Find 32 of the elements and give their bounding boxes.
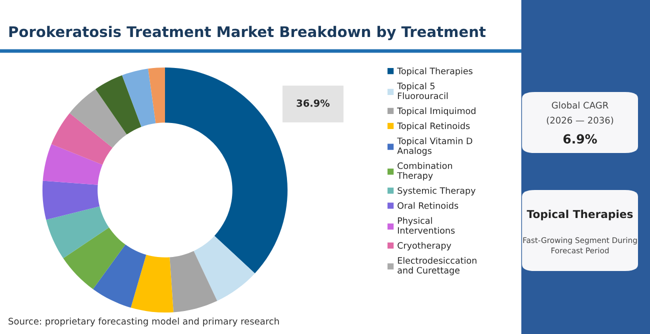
text: (2026 — 2036): [546, 116, 614, 125]
data-label: 36.9%: [296, 99, 330, 107]
donut-slice: [95, 75, 142, 134]
legend-label: Topical Imiquimod: [397, 107, 476, 116]
text: Global CAGR: [552, 102, 608, 109]
donut-slice: [122, 68, 156, 127]
donut-slice: [194, 236, 255, 301]
legend-label: Topical Vitamin D Analogs: [397, 137, 472, 156]
donut-slice: [42, 144, 102, 185]
legend-label: Oral Retinoids: [398, 202, 458, 209]
donut-slice: [42, 180, 100, 220]
legend-label: Combination Therapy: [397, 162, 452, 181]
donut-slice: [130, 254, 174, 313]
text: Topical Therapies: [526, 210, 633, 220]
legend-label: Topical Therapies: [397, 68, 472, 76]
legend-label: Systemic Therapy: [398, 187, 476, 196]
legend-label: Topical Retinoids: [397, 122, 470, 131]
donut-slice: [165, 67, 288, 274]
donut-slice: [63, 228, 126, 290]
legend-label: Cryotherapy: [398, 242, 452, 250]
donut-slice: [148, 67, 165, 124]
source-note: Source: proprietary forecasting model and primary research: [8, 318, 279, 326]
donut-slice: [51, 113, 113, 165]
donut-slice: [70, 89, 127, 148]
legend-label: Topical 5 Fluorouracil: [397, 82, 448, 100]
legend-label: Electrodesiccation and Curettage: [398, 257, 476, 276]
chart-title: Porokeratosis Treatment Market Breakdown by Treatment: [9, 26, 486, 40]
donut-slice: [170, 250, 218, 312]
legend-label: Physical Interventions: [398, 217, 455, 234]
donut-slice: [46, 206, 110, 258]
text: 6.9%: [563, 134, 597, 144]
donut-slice: [92, 244, 146, 308]
